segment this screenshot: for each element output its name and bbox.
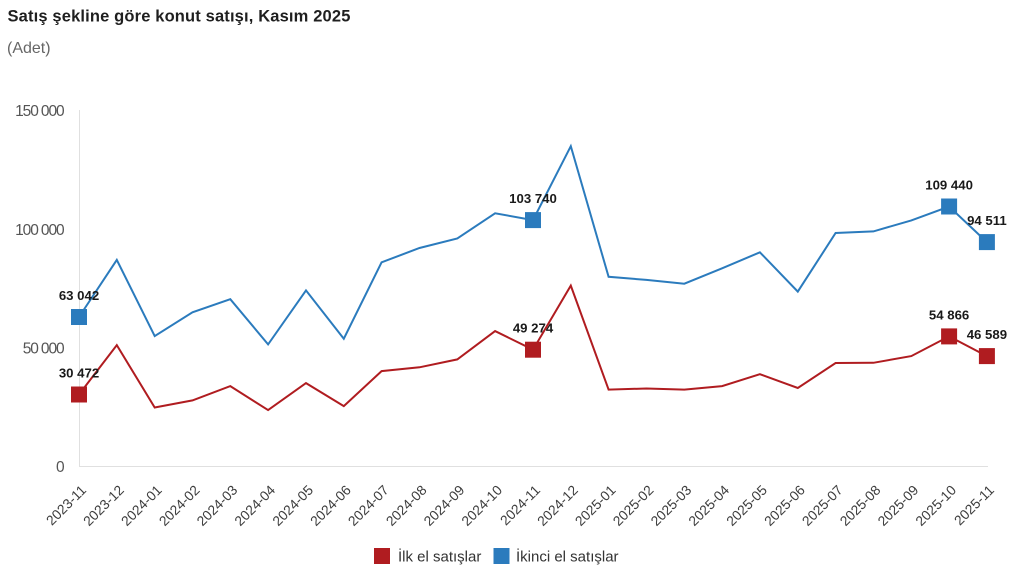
svg-text:(Adet): (Adet) bbox=[7, 40, 51, 57]
svg-text:103 740: 103 740 bbox=[509, 191, 557, 206]
svg-text:109 440: 109 440 bbox=[925, 178, 973, 193]
svg-text:94 511: 94 511 bbox=[967, 213, 1007, 228]
svg-text:46 589: 46 589 bbox=[967, 327, 1007, 342]
svg-text:0: 0 bbox=[56, 459, 65, 476]
svg-text:49 274: 49 274 bbox=[513, 321, 554, 336]
svg-text:150 000: 150 000 bbox=[15, 103, 65, 120]
svg-text:30 472: 30 472 bbox=[59, 366, 99, 381]
svg-text:İkinci el satışlar: İkinci el satışlar bbox=[516, 548, 619, 566]
svg-text:63 042: 63 042 bbox=[59, 288, 99, 303]
svg-text:Satış şekline göre konut satış: Satış şekline göre konut satışı, Kasım 2… bbox=[8, 8, 351, 26]
svg-text:54 866: 54 866 bbox=[929, 307, 969, 322]
svg-text:50 000: 50 000 bbox=[23, 341, 65, 358]
svg-text:100 000: 100 000 bbox=[15, 222, 65, 239]
svg-text:İlk el satışlar: İlk el satışlar bbox=[398, 548, 481, 566]
